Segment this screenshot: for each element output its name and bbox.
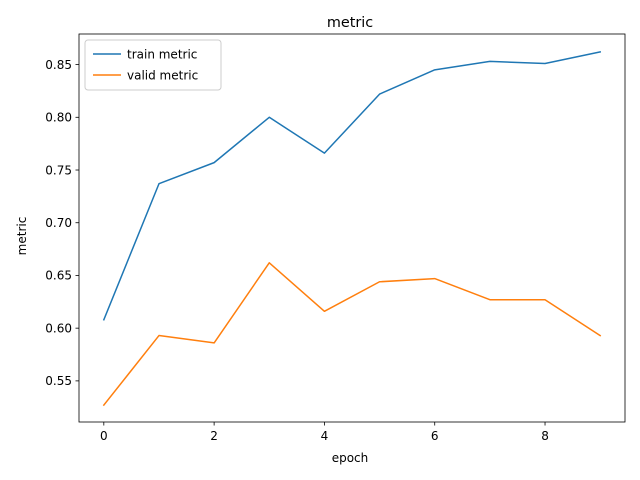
y-axis-label: metric — [15, 217, 29, 256]
legend-box — [84, 39, 222, 91]
y-tick-label: 0.80 — [45, 111, 72, 125]
x-tick-label: 6 — [431, 429, 439, 443]
x-tick-label: 2 — [210, 429, 218, 443]
chart-title: metric — [327, 15, 373, 31]
legend-label: train metric — [127, 47, 197, 61]
series-line-train — [102, 51, 602, 321]
x-tick-label: 8 — [541, 429, 549, 443]
x-tick-label: 0 — [100, 429, 108, 443]
y-tick-label: 0.65 — [45, 269, 72, 283]
legend-label: valid metric — [127, 68, 198, 82]
x-tick-label: 4 — [321, 429, 329, 443]
x-axis-label: epoch — [332, 451, 369, 465]
series-line-valid — [102, 262, 602, 407]
y-tick-label: 0.55 — [45, 374, 72, 388]
legend: train metric valid metric — [84, 39, 222, 91]
y-tick-label: 0.70 — [45, 216, 72, 230]
axes-frame — [78, 33, 626, 423]
y-tick-label: 0.85 — [45, 58, 72, 72]
y-tick-label: 0.75 — [45, 163, 72, 177]
y-tick-label: 0.60 — [45, 321, 72, 335]
plot-area: 0 2 4 6 8 0.55 0.60 0.65 0.70 0.75 0.80 0.85 — [45, 33, 626, 443]
